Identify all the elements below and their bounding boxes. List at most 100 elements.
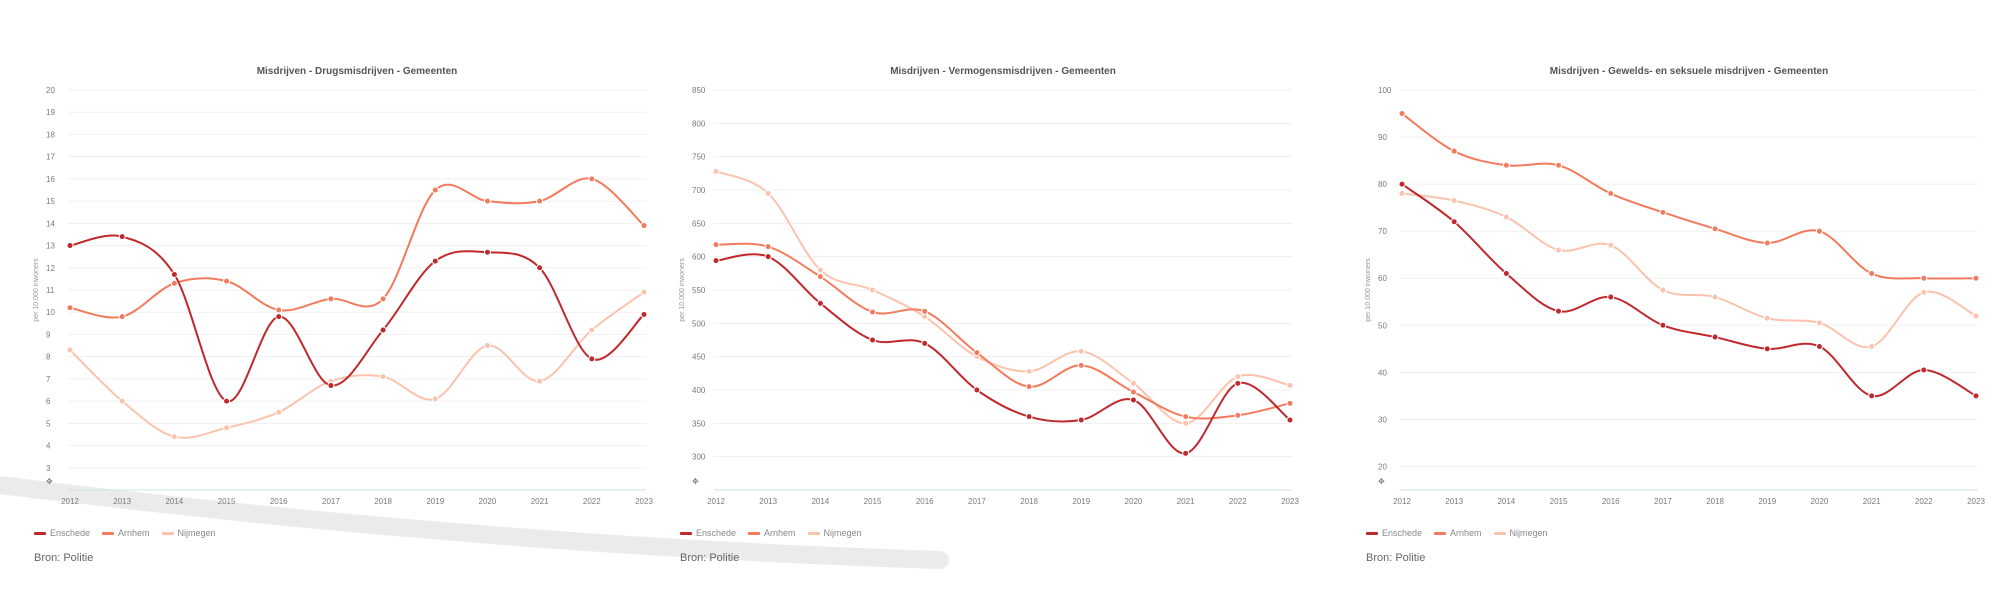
data-point[interactable] (1025, 367, 1033, 375)
data-point[interactable] (1286, 381, 1294, 389)
legend-item-nijmegen[interactable]: Nijmegen (161, 528, 216, 538)
data-point[interactable] (1763, 239, 1771, 247)
data-point[interactable] (327, 295, 335, 303)
data-point[interactable] (1077, 361, 1085, 369)
data-point[interactable] (1659, 208, 1667, 216)
data-point[interactable] (973, 386, 981, 394)
data-point[interactable] (118, 313, 126, 321)
data-point[interactable] (816, 266, 824, 274)
data-point[interactable] (1868, 342, 1876, 350)
data-point[interactable] (1815, 227, 1823, 235)
data-point[interactable] (640, 310, 648, 318)
data-point[interactable] (712, 257, 720, 265)
data-point[interactable] (118, 233, 126, 241)
data-point[interactable] (1972, 274, 1980, 282)
data-point[interactable] (1182, 449, 1190, 457)
data-point[interactable] (1711, 293, 1719, 301)
data-point[interactable] (536, 264, 544, 272)
data-point[interactable] (1555, 307, 1563, 315)
data-point[interactable] (1450, 147, 1458, 155)
data-point[interactable] (1972, 312, 1980, 320)
data-point[interactable] (1711, 225, 1719, 233)
data-point[interactable] (588, 175, 596, 183)
data-point[interactable] (1763, 314, 1771, 322)
data-point[interactable] (379, 295, 387, 303)
data-point[interactable] (1077, 416, 1085, 424)
data-point[interactable] (1077, 347, 1085, 355)
data-point[interactable] (1815, 342, 1823, 350)
data-point[interactable] (1920, 366, 1928, 374)
data-point[interactable] (1607, 293, 1615, 301)
data-point[interactable] (712, 167, 720, 175)
data-point[interactable] (1234, 379, 1242, 387)
data-point[interactable] (973, 349, 981, 357)
legend-item-nijmegen[interactable]: Nijmegen (807, 528, 862, 538)
data-point[interactable] (588, 355, 596, 363)
data-point[interactable] (1286, 416, 1294, 424)
data-point[interactable] (1398, 190, 1406, 198)
move-icon[interactable]: ✥ (692, 477, 699, 486)
data-point[interactable] (1763, 345, 1771, 353)
data-point[interactable] (640, 222, 648, 230)
data-point[interactable] (1711, 333, 1719, 341)
data-point[interactable] (170, 433, 178, 441)
data-point[interactable] (1555, 246, 1563, 254)
data-point[interactable] (483, 342, 491, 350)
data-point[interactable] (764, 253, 772, 261)
data-point[interactable] (1868, 270, 1876, 278)
data-point[interactable] (1286, 399, 1294, 407)
data-point[interactable] (1398, 110, 1406, 118)
data-point[interactable] (1129, 379, 1137, 387)
legend-item-arnhem[interactable]: Arnhem (748, 528, 796, 538)
data-point[interactable] (431, 395, 439, 403)
data-point[interactable] (1659, 321, 1667, 329)
data-point[interactable] (764, 189, 772, 197)
data-point[interactable] (869, 286, 877, 294)
data-point[interactable] (712, 241, 720, 249)
data-point[interactable] (1868, 392, 1876, 400)
data-point[interactable] (1502, 161, 1510, 169)
data-point[interactable] (275, 313, 283, 321)
data-point[interactable] (1182, 419, 1190, 427)
data-point[interactable] (1972, 392, 1980, 400)
data-point[interactable] (816, 299, 824, 307)
data-point[interactable] (640, 288, 648, 296)
data-point[interactable] (1129, 388, 1137, 396)
move-icon[interactable]: ✥ (46, 477, 53, 486)
data-point[interactable] (66, 304, 74, 312)
legend-item-enschede[interactable]: Enschede (680, 528, 736, 538)
data-point[interactable] (66, 242, 74, 250)
data-point[interactable] (1607, 190, 1615, 198)
data-point[interactable] (1502, 270, 1510, 278)
data-point[interactable] (223, 397, 231, 405)
data-point[interactable] (1815, 319, 1823, 327)
data-point[interactable] (1129, 396, 1137, 404)
data-point[interactable] (1234, 373, 1242, 381)
data-point[interactable] (327, 382, 335, 390)
data-point[interactable] (223, 277, 231, 285)
data-point[interactable] (431, 257, 439, 265)
legend-item-arnhem[interactable]: Arnhem (1434, 528, 1482, 538)
data-point[interactable] (921, 339, 929, 347)
data-point[interactable] (118, 397, 126, 405)
data-point[interactable] (379, 373, 387, 381)
data-point[interactable] (483, 197, 491, 205)
data-point[interactable] (536, 377, 544, 385)
data-point[interactable] (431, 186, 439, 194)
data-point[interactable] (764, 243, 772, 251)
data-point[interactable] (1920, 288, 1928, 296)
data-point[interactable] (1450, 218, 1458, 226)
data-point[interactable] (536, 197, 544, 205)
data-point[interactable] (1398, 180, 1406, 188)
data-point[interactable] (816, 273, 824, 281)
data-point[interactable] (379, 326, 387, 334)
data-point[interactable] (869, 336, 877, 344)
data-point[interactable] (275, 408, 283, 416)
data-point[interactable] (869, 308, 877, 316)
legend-item-arnhem[interactable]: Arnhem (102, 528, 150, 538)
data-point[interactable] (483, 248, 491, 256)
data-point[interactable] (66, 346, 74, 354)
data-point[interactable] (1607, 241, 1615, 249)
data-point[interactable] (1555, 161, 1563, 169)
data-point[interactable] (588, 326, 596, 334)
